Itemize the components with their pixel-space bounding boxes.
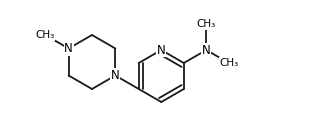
Text: N: N [64,42,73,55]
Text: N: N [202,44,211,56]
Text: CH₃: CH₃ [36,30,55,40]
Text: N: N [157,44,166,56]
Text: N: N [111,69,120,82]
Text: CH₃: CH₃ [197,19,216,29]
Text: CH₃: CH₃ [219,58,238,68]
